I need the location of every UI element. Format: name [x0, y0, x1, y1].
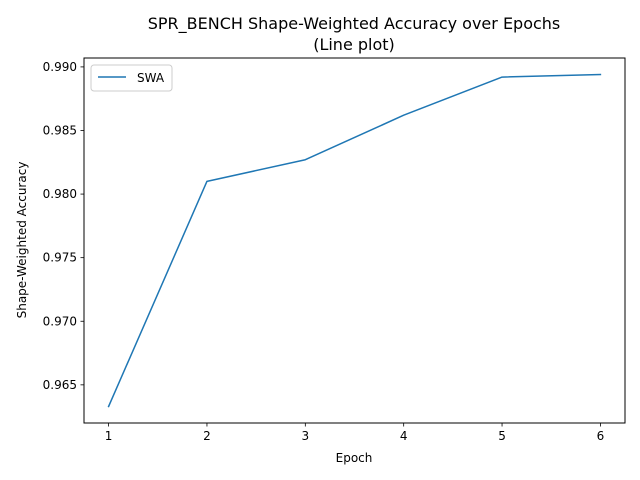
legend-label-swa: SWA [137, 71, 165, 85]
x-tick-label: 5 [498, 429, 506, 443]
y-tick-label: 0.990 [43, 60, 77, 74]
x-axis-label: Epoch [336, 451, 373, 465]
series-layer [107, 73, 602, 408]
chart-title: SPR_BENCH Shape-Weighted Accuracy over E… [148, 14, 561, 34]
x-axis-ticks: 1 2 3 4 5 6 [105, 423, 604, 443]
plot-area [84, 58, 625, 423]
series-line-swa [107, 73, 602, 408]
y-tick-label: 0.970 [43, 314, 77, 328]
chart-subtitle: (Line plot) [313, 35, 395, 54]
y-axis-label: Shape-Weighted Accuracy [15, 162, 29, 319]
legend: SWA [90, 64, 173, 92]
y-axis-ticks: 0.965 0.970 0.975 0.980 0.985 0.990 [43, 60, 84, 392]
x-tick-label: 2 [203, 429, 211, 443]
x-tick-label: 4 [400, 429, 408, 443]
y-tick-label: 0.980 [43, 187, 77, 201]
y-tick-label: 0.985 [43, 123, 77, 137]
legend-box [90, 64, 173, 92]
plot-frame [83, 57, 626, 424]
x-tick-label: 1 [105, 429, 113, 443]
y-tick-label: 0.965 [43, 378, 77, 392]
y-tick-label: 0.975 [43, 251, 77, 265]
x-tick-label: 6 [597, 429, 605, 443]
x-tick-label: 3 [301, 429, 309, 443]
